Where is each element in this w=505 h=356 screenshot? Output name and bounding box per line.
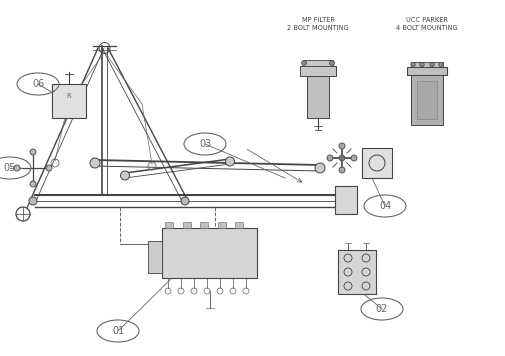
Text: 03: 03 bbox=[199, 139, 211, 149]
FancyBboxPatch shape bbox=[417, 81, 437, 119]
FancyBboxPatch shape bbox=[303, 60, 333, 66]
Circle shape bbox=[439, 62, 443, 67]
Circle shape bbox=[411, 62, 415, 67]
Text: MP FILTER
2 BOLT MOUNTING: MP FILTER 2 BOLT MOUNTING bbox=[287, 17, 349, 31]
FancyBboxPatch shape bbox=[335, 186, 357, 214]
FancyBboxPatch shape bbox=[182, 222, 190, 228]
FancyBboxPatch shape bbox=[235, 222, 243, 228]
FancyBboxPatch shape bbox=[307, 76, 329, 118]
Circle shape bbox=[430, 62, 434, 67]
Circle shape bbox=[14, 165, 20, 171]
Text: 05: 05 bbox=[4, 163, 16, 173]
Circle shape bbox=[30, 181, 36, 187]
FancyBboxPatch shape bbox=[407, 67, 447, 75]
Circle shape bbox=[301, 61, 307, 66]
Circle shape bbox=[121, 171, 129, 180]
Circle shape bbox=[46, 165, 52, 171]
Text: 01: 01 bbox=[112, 326, 124, 336]
FancyBboxPatch shape bbox=[200, 222, 208, 228]
FancyBboxPatch shape bbox=[52, 84, 86, 118]
FancyBboxPatch shape bbox=[411, 62, 443, 67]
Circle shape bbox=[181, 197, 189, 205]
Circle shape bbox=[329, 61, 334, 66]
Text: UCC PARKER
4 BOLT MOUNTING: UCC PARKER 4 BOLT MOUNTING bbox=[396, 17, 458, 31]
Circle shape bbox=[29, 197, 37, 205]
Text: 02: 02 bbox=[376, 304, 388, 314]
FancyBboxPatch shape bbox=[300, 66, 336, 76]
Circle shape bbox=[339, 167, 345, 173]
FancyBboxPatch shape bbox=[362, 148, 392, 178]
FancyBboxPatch shape bbox=[338, 250, 376, 294]
Text: R: R bbox=[67, 93, 71, 99]
Circle shape bbox=[315, 163, 325, 173]
Circle shape bbox=[327, 155, 333, 161]
Circle shape bbox=[30, 149, 36, 155]
Circle shape bbox=[226, 157, 234, 166]
Circle shape bbox=[420, 62, 424, 67]
FancyBboxPatch shape bbox=[148, 241, 162, 273]
FancyBboxPatch shape bbox=[411, 75, 443, 125]
Circle shape bbox=[90, 158, 100, 168]
FancyBboxPatch shape bbox=[165, 222, 173, 228]
Text: 06: 06 bbox=[32, 79, 44, 89]
FancyBboxPatch shape bbox=[162, 228, 257, 278]
FancyBboxPatch shape bbox=[218, 222, 226, 228]
Text: 04: 04 bbox=[379, 201, 391, 211]
Circle shape bbox=[339, 155, 345, 161]
Circle shape bbox=[351, 155, 357, 161]
Circle shape bbox=[339, 143, 345, 149]
